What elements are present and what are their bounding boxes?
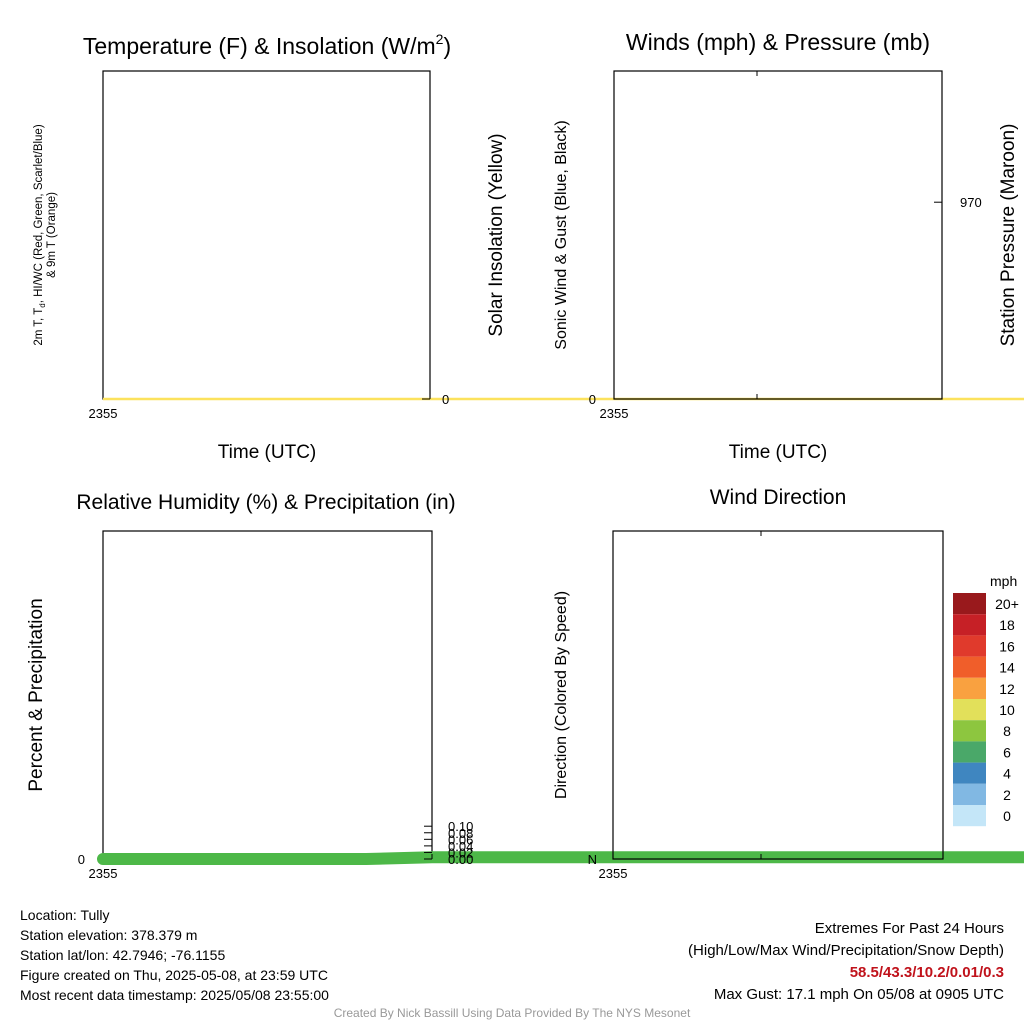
extremes-info: Extremes For Past 24 Hours (High/Low/Max… bbox=[688, 918, 1004, 1006]
colorbar-label: 20+ bbox=[995, 596, 1019, 612]
winds-x-label: Time (UTC) bbox=[729, 442, 828, 463]
station-elevation: Station elevation: 378.379 m bbox=[20, 927, 198, 943]
precipitation-tick-label: 0.04 bbox=[448, 839, 473, 854]
wind-y-ticks: 0369121518 bbox=[589, 70, 619, 407]
temperature-title: Temperature (F) & Insolation (W/m2) bbox=[83, 31, 451, 59]
precipitation-tick-label: 0.00 bbox=[448, 852, 473, 867]
extremes-values: 58.5/43.3/10.2/0.01/0.3 bbox=[849, 964, 1004, 981]
x-tick-label: 2355 bbox=[599, 866, 628, 881]
wind-tick-label: 0 bbox=[589, 392, 596, 407]
colorbar-swatch bbox=[953, 677, 986, 699]
precipitation-y-ticks: 0.000.020.040.060.080.10 bbox=[424, 819, 473, 867]
x-tick-label: 2355 bbox=[89, 866, 118, 881]
direction-title: Wind Direction bbox=[710, 486, 847, 509]
colorbar-swatch bbox=[953, 699, 986, 721]
humidity-series bbox=[97, 851, 1024, 865]
extremes-subtitle: (High/Low/Max Wind/Precipitation/Snow De… bbox=[688, 942, 1004, 959]
temperature-y-label: 2m T, Td, HI/WC (Red, Green, Scarlet/Blu… bbox=[33, 124, 47, 345]
humidity-y-ticks: 020406080100 bbox=[78, 852, 85, 867]
colorbar-label: 12 bbox=[999, 681, 1015, 697]
colorbar-swatch bbox=[953, 593, 986, 615]
colorbar-label: 14 bbox=[999, 660, 1015, 676]
temperature-x-label: Time (UTC) bbox=[218, 442, 317, 463]
humidity-title: Relative Humidity (%) & Precipitation (i… bbox=[76, 491, 455, 514]
humidity-tick-label: 0 bbox=[78, 852, 85, 867]
humidity-x-ticks: 23550555115517552355 bbox=[89, 531, 762, 881]
precipitation-line bbox=[97, 851, 1024, 865]
colorbar-title: mph bbox=[990, 573, 1017, 589]
x-tick-label: 2355 bbox=[89, 406, 118, 421]
winds-panel: Winds (mph) & Pressure (mb) 0369121518 9… bbox=[553, 29, 1019, 463]
precipitation-tick-label: 0.06 bbox=[448, 832, 473, 847]
temperature-y-label-line2: & 9m T (Orange) bbox=[46, 192, 58, 278]
colorbar-swatch bbox=[953, 805, 986, 827]
direction-x-ticks: 23550555115517552355 bbox=[599, 531, 944, 881]
temperature-y-ticks: 4044485256 bbox=[103, 70, 108, 72]
winds-title: Winds (mph) & Pressure (mb) bbox=[626, 29, 930, 55]
winds-x-ticks: 23550555115517552355 bbox=[600, 71, 943, 421]
pressure-tick-label: 970 bbox=[960, 195, 982, 210]
humidity-y-label: Percent & Precipitation bbox=[26, 598, 47, 791]
winds-plot-frame bbox=[613, 70, 943, 400]
humidity-plot-frame bbox=[102, 530, 433, 860]
colorbar-swatch bbox=[953, 656, 986, 678]
direction-tick-label: N bbox=[588, 852, 597, 867]
colorbar-swatch bbox=[953, 720, 986, 742]
direction-y-ticks: NESWN bbox=[588, 852, 597, 867]
direction-y-label: Direction (Colored By Speed) bbox=[553, 591, 570, 799]
colorbar-swatch bbox=[953, 762, 986, 784]
humidity-panel: Relative Humidity (%) & Precipitation (i… bbox=[26, 491, 1024, 881]
station-latlon: Station lat/lon: 42.7946; -76.1155 bbox=[20, 947, 226, 963]
precipitation-tick-label: 0.10 bbox=[448, 819, 473, 834]
extremes-title: Extremes For Past 24 Hours bbox=[814, 920, 1004, 937]
colorbar-label: 4 bbox=[1003, 766, 1011, 782]
colorbar-label: 18 bbox=[999, 617, 1015, 633]
figure-created: Figure created on Thu, 2025-05-08, at 23… bbox=[20, 967, 328, 983]
colorbar-swatch bbox=[953, 635, 986, 657]
colorbar-label: 0 bbox=[1003, 808, 1011, 824]
precipitation-tick-label: 0.02 bbox=[448, 845, 473, 860]
pressure-y-ticks: 970972974976 bbox=[934, 195, 982, 210]
colorbar-label: 2 bbox=[1003, 787, 1011, 803]
recent-timestamp: Most recent data timestamp: 2025/05/08 2… bbox=[20, 987, 329, 1003]
direction-panel: Wind Direction NESWN 2355055511551755235… bbox=[553, 486, 1019, 881]
pressure-y-label: Station Pressure (Maroon) bbox=[998, 124, 1019, 347]
colorbar-label: 16 bbox=[999, 638, 1015, 654]
colorbar-swatch bbox=[953, 741, 986, 763]
colorbar: 20+ 18 16 14 12 10 8 6 4 2 0 bbox=[953, 593, 1019, 827]
colorbar-swatch bbox=[953, 614, 986, 636]
colorbar-label: 8 bbox=[1003, 723, 1011, 739]
credits-footer: Created By Nick Bassill Using Data Provi… bbox=[333, 1006, 691, 1020]
colorbar-swatch bbox=[953, 783, 986, 805]
insolation-y-ticks: 0100200300400 bbox=[422, 392, 449, 407]
colorbar-label: 10 bbox=[999, 702, 1015, 718]
direction-plot-frame bbox=[612, 530, 944, 860]
temperature-panel: Temperature (F) & Insolation (W/m2) 4044… bbox=[33, 31, 1024, 463]
max-gust: Max Gust: 17.1 mph On 05/08 at 0905 UTC bbox=[713, 986, 1004, 1003]
x-tick-label: 2355 bbox=[600, 406, 629, 421]
temperature-plot-frame bbox=[102, 70, 431, 400]
temperature-x-ticks: 23550555115517552355 bbox=[89, 71, 758, 421]
colorbar-label: 6 bbox=[1003, 744, 1011, 760]
wind-y-label: Sonic Wind & Gust (Blue, Black) bbox=[553, 120, 570, 349]
insolation-y-label: Solar Insolation (Yellow) bbox=[486, 133, 507, 336]
insolation-tick-label: 0 bbox=[442, 392, 449, 407]
station-location: Location: Tully bbox=[20, 907, 110, 923]
station-info: Location: Tully Station elevation: 378.3… bbox=[20, 905, 329, 1005]
precipitation-tick-label: 0.08 bbox=[448, 826, 473, 841]
